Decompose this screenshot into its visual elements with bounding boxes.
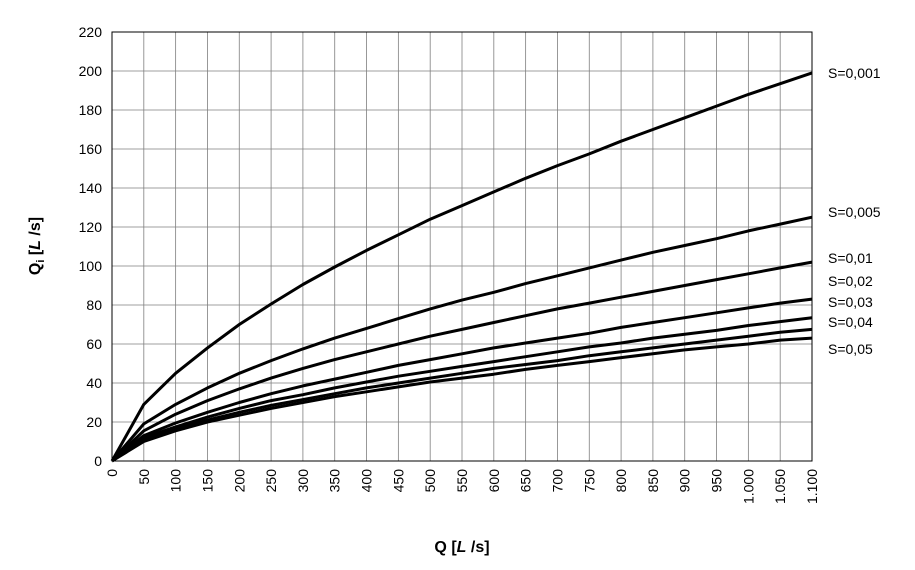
y-tick-label: 40 (86, 375, 102, 391)
series-line-0 (110, 71, 813, 462)
x-tick-label: 0 (104, 469, 120, 477)
x-axis-ticks: 0 50 100 150 200 250 300 350 400 450 500 550 600 650 7… (104, 469, 820, 504)
series-line-1 (110, 215, 813, 462)
y-tick-label: 120 (79, 219, 103, 235)
y-axis-title-subscript: i (35, 260, 47, 263)
x-tick-label: 1.050 (772, 469, 788, 504)
y-tick-label: 200 (79, 63, 103, 79)
x-axis-title-main: Q (434, 539, 446, 556)
x-tick-label: 450 (390, 469, 406, 493)
x-tick-label: 900 (677, 469, 693, 493)
x-axis-title-unit-rest: /s (466, 539, 484, 556)
y-tick-label: 80 (86, 297, 102, 313)
x-tick-label: 250 (263, 469, 279, 493)
series-line-2 (110, 260, 813, 463)
x-tick-label: 1.000 (740, 469, 756, 504)
y-axis-title: Qi [L /s] (27, 217, 47, 275)
x-tick-label: 800 (613, 469, 629, 493)
y-axis-title-main: Q (27, 263, 44, 275)
y-tick-label: 100 (79, 258, 103, 274)
y-axis-ticks: 0 20 40 60 80 100 120 140 160 180 200 220 (79, 24, 103, 469)
y-tick-label: 60 (86, 336, 102, 352)
x-tick-label: 600 (486, 469, 502, 493)
y-axis-title-unit-italic: L (27, 240, 44, 250)
series-label: S=0,001 (828, 65, 881, 81)
x-tick-label: 750 (581, 469, 597, 493)
series-label: S=0,005 (828, 204, 881, 220)
x-tick-label: 950 (709, 469, 725, 493)
series-label: S=0,05 (828, 341, 873, 357)
x-tick-label: 1.100 (804, 469, 820, 504)
x-tick-label: 650 (518, 469, 534, 493)
x-tick-label: 50 (136, 469, 152, 485)
plot-frame (111, 31, 813, 462)
y-axis-title-bracket-open: [ (27, 249, 44, 259)
y-tick-label: 140 (79, 180, 103, 196)
series-line-5 (111, 327, 813, 463)
series-label: S=0,04 (828, 314, 873, 330)
x-axis-title-unit-italic: L (457, 539, 467, 556)
x-axis-title: Q [L /s] (434, 539, 489, 556)
y-tick-label: 20 (86, 414, 102, 430)
x-tick-label: 150 (199, 469, 215, 493)
x-tick-label: 200 (231, 469, 247, 493)
y-axis-title-bracket-close: ] (27, 217, 44, 222)
x-tick-label: 300 (295, 469, 311, 493)
series-line-3 (111, 297, 813, 463)
series-lines (110, 71, 813, 463)
y-tick-label: 160 (79, 141, 103, 157)
x-tick-label: 350 (327, 469, 343, 493)
series-label: S=0,01 (828, 250, 873, 266)
y-axis-title-unit-rest: /s (27, 222, 44, 240)
x-tick-label: 850 (645, 469, 661, 493)
x-tick-label: 550 (454, 469, 470, 493)
series-line-6 (111, 336, 813, 463)
series-label: S=0,03 (828, 294, 873, 310)
series-labels: S=0,001 S=0,005 S=0,01 S=0,02 S=0,03 S=0,04 S=… (828, 65, 881, 357)
y-tick-label: 180 (79, 102, 103, 118)
series-label: S=0,02 (828, 273, 873, 289)
x-axis-title-bracket-open: [ (447, 539, 457, 556)
y-tick-label: 0 (94, 453, 102, 469)
series-line-4 (111, 316, 813, 463)
x-tick-label: 100 (168, 469, 184, 493)
x-tick-label: 500 (422, 469, 438, 493)
x-tick-label: 700 (549, 469, 565, 493)
x-tick-label: 400 (359, 469, 375, 493)
y-tick-label: 220 (79, 24, 103, 40)
x-axis-title-bracket-close: ] (484, 539, 489, 556)
